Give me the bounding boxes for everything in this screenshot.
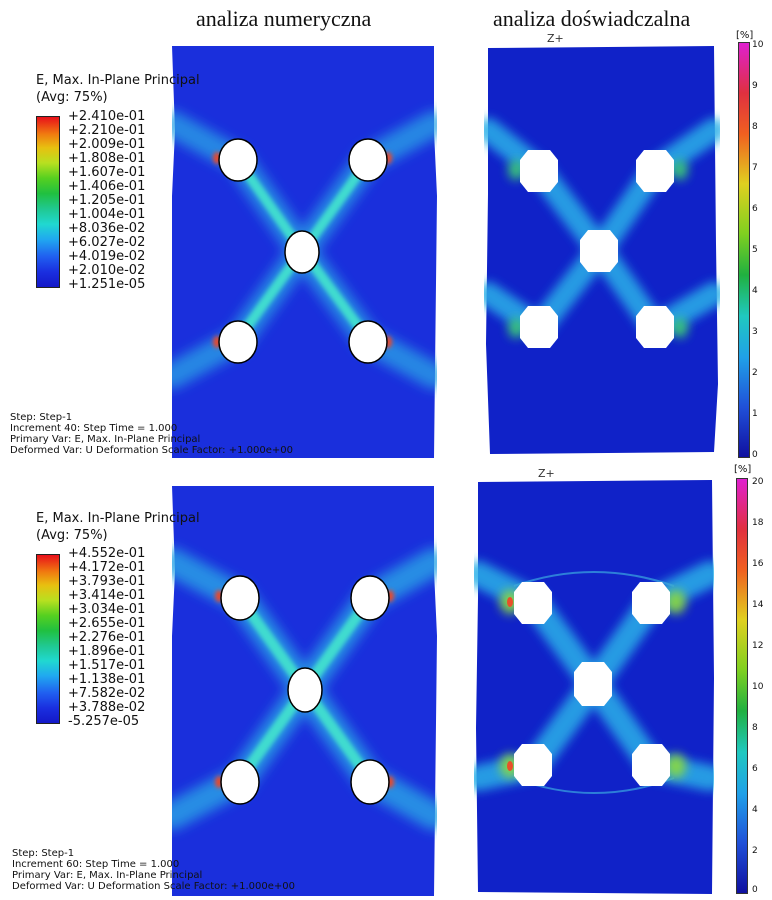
scale-tick: 8 xyxy=(752,122,758,132)
legend-value: +1.205e-01 xyxy=(68,193,146,208)
legend-value: +3.788e-02 xyxy=(68,700,146,715)
legend-title-top-line2: (Avg: 75%) xyxy=(36,90,108,105)
scale-tick: 16 xyxy=(752,559,764,569)
legend-value: +1.138e-01 xyxy=(68,672,146,687)
legend-values-top: +2.410e-01 +2.210e-01 +2.009e-01 +1.808e… xyxy=(68,110,178,295)
step-label: Step: Step-1 xyxy=(12,848,75,859)
step-info-bottom: Step: Step-1 Increment 60: Step Time = 1… xyxy=(12,848,295,892)
unit-label-bottom: [%] xyxy=(734,464,752,475)
scale-tick: 4 xyxy=(752,805,758,815)
primary-var-label: Primary Var: E, Max. In-Plane Principal xyxy=(12,870,203,881)
legend-value: +8.036e-02 xyxy=(68,221,146,236)
legend-value: +3.793e-01 xyxy=(68,574,146,589)
step-label: Step: Step-1 xyxy=(10,412,73,423)
legend-value: +4.552e-01 xyxy=(68,546,146,561)
legend-value: +4.172e-01 xyxy=(68,560,146,575)
scale-bar-bottom xyxy=(736,478,748,894)
legend-value: +1.406e-01 xyxy=(68,179,146,194)
legend-value: +7.582e-02 xyxy=(68,686,146,701)
z-plus-label-top: Z+ xyxy=(547,32,564,45)
legend-value: +1.004e-01 xyxy=(68,207,146,222)
legend-title-bottom-line1: E, Max. In-Plane Principal xyxy=(36,511,200,526)
scale-tick: 8 xyxy=(752,723,758,733)
legend-value: +2.210e-01 xyxy=(68,123,146,138)
legend-title-bottom-line2: (Avg: 75%) xyxy=(36,528,108,543)
numerical-strain-field-bottom xyxy=(172,486,437,896)
scale-tick: 12 xyxy=(752,641,764,651)
legend-title-top: E, Max. In-Plane Principal (Avg: 75%) xyxy=(36,72,200,106)
scale-tick: 6 xyxy=(752,764,758,774)
legend-value: +2.009e-01 xyxy=(68,137,146,152)
deformed-var-label: Deformed Var: U Deformation Scale Factor… xyxy=(12,881,295,892)
scale-tick: 4 xyxy=(752,286,758,296)
scale-ticks-bottom: 20 18 16 14 12 10 8 6 4 2 0 xyxy=(752,477,772,897)
scale-tick: 5 xyxy=(752,245,758,255)
legend-value: +1.808e-01 xyxy=(68,151,146,166)
unit-label-top: [%] xyxy=(736,30,754,41)
scale-tick: 20 xyxy=(752,477,764,487)
colorbar-bottom xyxy=(36,554,60,724)
legend-value: +2.010e-02 xyxy=(68,263,146,278)
scale-ticks-top: 10 9 8 7 6 5 4 3 2 1 0 xyxy=(752,40,772,460)
scale-tick: 2 xyxy=(752,368,758,378)
legend-value: +1.517e-01 xyxy=(68,658,146,673)
experimental-strain-field-bottom xyxy=(474,480,714,894)
legend-title-top-line1: E, Max. In-Plane Principal xyxy=(36,73,200,88)
legend-value: +1.607e-01 xyxy=(68,165,146,180)
heading-numerical-analysis: analiza numeryczna xyxy=(196,6,372,31)
legend-value: +2.410e-01 xyxy=(68,109,146,124)
scale-tick: 2 xyxy=(752,846,758,856)
legend-value: -5.257e-05 xyxy=(68,714,140,729)
increment-label: Increment 60: Step Time = 1.000 xyxy=(12,859,180,870)
legend-value: +4.019e-02 xyxy=(68,249,146,264)
scale-tick: 0 xyxy=(752,450,758,460)
deformed-var-label: Deformed Var: U Deformation Scale Factor… xyxy=(10,445,293,456)
heading-experimental-analysis: analiza doświadczalna xyxy=(493,6,691,31)
numerical-strain-field-top xyxy=(172,46,437,458)
scale-tick: 0 xyxy=(752,885,758,895)
scale-tick: 1 xyxy=(752,409,758,419)
scale-tick: 7 xyxy=(752,163,758,173)
scale-tick: 3 xyxy=(752,327,758,337)
legend-value: +1.896e-01 xyxy=(68,644,146,659)
experimental-strain-field-top xyxy=(484,46,720,454)
legend-value: +6.027e-02 xyxy=(68,235,146,250)
legend-value: +2.655e-01 xyxy=(68,616,146,631)
legend-value: +1.251e-05 xyxy=(68,277,146,292)
scale-tick: 14 xyxy=(752,600,764,610)
legend-value: +3.414e-01 xyxy=(68,588,146,603)
legend-value: +3.034e-01 xyxy=(68,602,146,617)
scale-tick: 9 xyxy=(752,81,758,91)
scale-bar-top xyxy=(738,42,750,458)
colorbar-top xyxy=(36,116,60,288)
step-info-top: Step: Step-1 Increment 40: Step Time = 1… xyxy=(10,412,293,456)
legend-values-bottom: +4.552e-01 +4.172e-01 +3.793e-01 +3.414e… xyxy=(68,547,178,732)
primary-var-label: Primary Var: E, Max. In-Plane Principal xyxy=(10,434,201,445)
z-plus-label-bottom: Z+ xyxy=(538,467,555,480)
legend-value: +2.276e-01 xyxy=(68,630,146,645)
scale-tick: 10 xyxy=(752,40,764,50)
scale-tick: 10 xyxy=(752,682,764,692)
increment-label: Increment 40: Step Time = 1.000 xyxy=(10,423,178,434)
scale-tick: 6 xyxy=(752,204,758,214)
legend-title-bottom: E, Max. In-Plane Principal (Avg: 75%) xyxy=(36,510,200,544)
scale-tick: 18 xyxy=(752,518,764,528)
